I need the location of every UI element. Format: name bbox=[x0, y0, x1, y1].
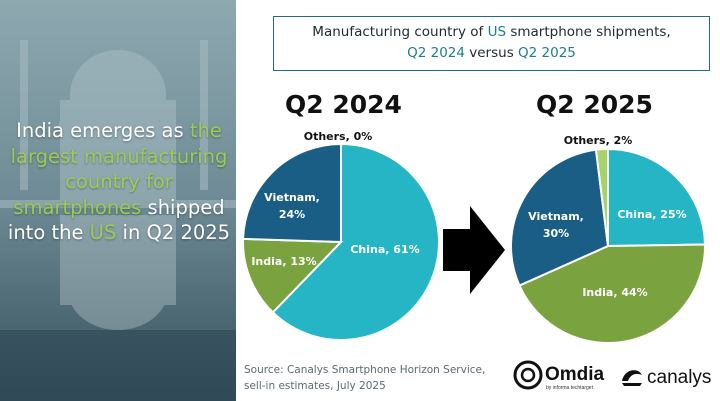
period-label-2024: Q2 2024 bbox=[285, 90, 402, 119]
pie-chart-2024: China, 61% India, 13% Vietnam, 24% Others, 0… bbox=[242, 130, 440, 341]
omdia-subtitle: by informa techtarget bbox=[546, 385, 594, 391]
pie-label-india: India, 13% bbox=[251, 255, 316, 268]
canalys-logo-icon bbox=[622, 370, 642, 386]
pie-label-india: India, 44% bbox=[582, 286, 647, 299]
pie-slice-china bbox=[607, 147, 707, 248]
omdia-logo-icon bbox=[513, 360, 543, 390]
source-note: Source: Canalys Smartphone Horizon Servi… bbox=[244, 364, 486, 392]
pie-label-vietnam: Vietnam, 30% bbox=[528, 210, 584, 240]
brand-logos: Omdia by informa techtarget canalys bbox=[513, 360, 711, 391]
pie-label-vietnam: Vietnam, 24% bbox=[264, 191, 320, 221]
pie-slice-others bbox=[594, 147, 609, 247]
arrow-icon bbox=[443, 206, 505, 294]
pie-slice-vietnam bbox=[510, 148, 610, 287]
pie-slice-india bbox=[518, 243, 706, 344]
pie-label-china: China, 25% bbox=[617, 208, 686, 221]
logos: Omdia by informa techtarget canalys bbox=[512, 359, 717, 395]
pie-slice-india bbox=[242, 237, 344, 314]
pie-label-others: Others, 0% bbox=[304, 130, 373, 143]
chart-title-box: Manufacturing country of US smartphone s… bbox=[273, 16, 710, 71]
omdia-wordmark: Omdia bbox=[545, 364, 605, 385]
pie-chart-2025: China, 25% India, 44% Vietnam, 30% Others, 2… bbox=[510, 134, 707, 344]
taj-mahal-photo bbox=[0, 0, 236, 401]
period-label-2025: Q2 2025 bbox=[536, 90, 653, 119]
chart-title-line2: Q2 2024 versus Q2 2025 bbox=[407, 45, 576, 61]
headline-text: India emerges as the largest manufacturi… bbox=[7, 119, 231, 244]
chart-title-line1: Manufacturing country of US smartphone s… bbox=[312, 24, 671, 40]
pie-label-china: China, 61% bbox=[350, 243, 419, 256]
pie-slice-china bbox=[271, 142, 440, 341]
pie-slice-vietnam bbox=[242, 142, 342, 244]
hero-image-panel: India emerges as the largest manufacturi… bbox=[0, 0, 236, 401]
canalys-wordmark: canalys bbox=[647, 367, 711, 388]
pie-label-others: Others, 2% bbox=[564, 134, 633, 147]
